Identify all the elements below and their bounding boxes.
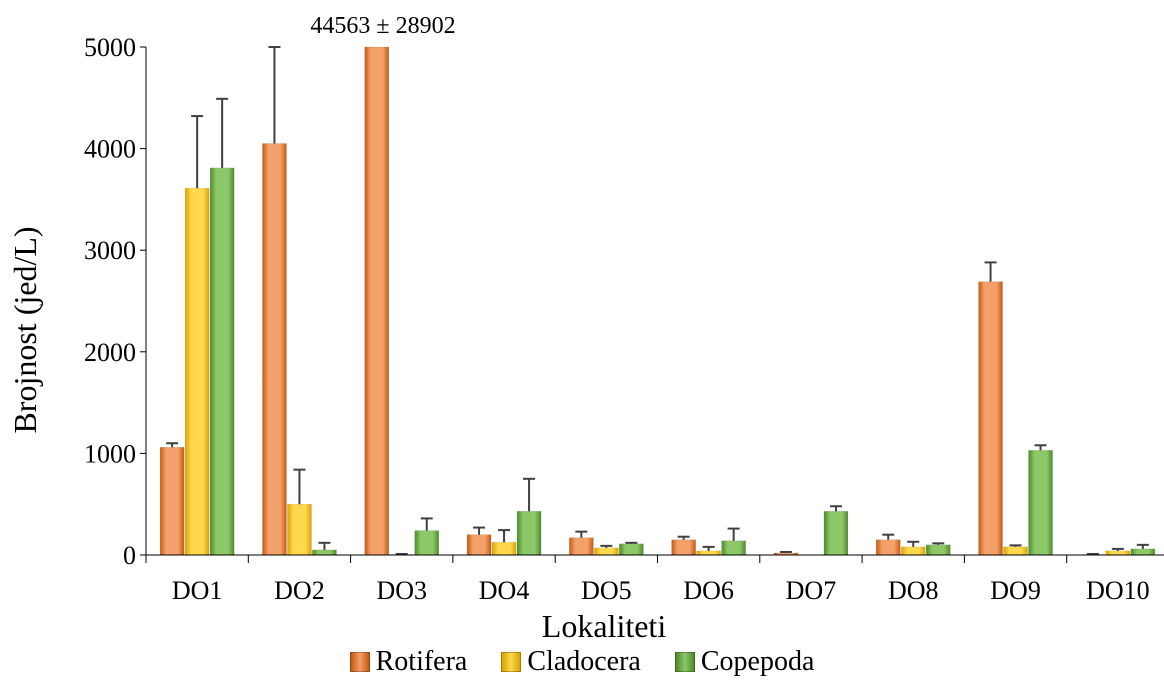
bar-copepoda-do5 bbox=[619, 543, 644, 556]
x-axis-title: Lokaliteti bbox=[542, 608, 667, 644]
x-tick-label: DO5 bbox=[581, 576, 632, 605]
y-tick-label: 4000 bbox=[84, 135, 136, 164]
bar-cladocera-do10 bbox=[1105, 550, 1131, 556]
bar-cladocera-do6 bbox=[696, 550, 721, 556]
bar-rotifera-do5 bbox=[569, 537, 594, 556]
legend-item-rotifera: Rotifera bbox=[349, 646, 468, 678]
legend-item-copepoda: Copepoda bbox=[674, 646, 815, 678]
bar-copepoda-do2 bbox=[312, 549, 337, 556]
x-tick-label: DO1 bbox=[172, 576, 223, 605]
bar-cladocera-do8 bbox=[901, 546, 926, 556]
x-tick-label: DO9 bbox=[990, 576, 1041, 605]
x-tick-label: DO8 bbox=[888, 576, 939, 605]
legend-swatch-cladocera bbox=[501, 652, 522, 672]
legend-swatch-rotifera bbox=[349, 652, 370, 672]
x-tick-label: DO3 bbox=[376, 576, 427, 605]
bar-rotifera-do1 bbox=[159, 447, 185, 556]
bar-cladocera-do4 bbox=[491, 542, 517, 556]
bar-copepoda-do7 bbox=[823, 511, 849, 556]
bar-rotifera-do8 bbox=[876, 539, 901, 556]
legend-swatch-copepoda bbox=[674, 652, 695, 672]
x-tick-label: DO6 bbox=[683, 576, 734, 605]
y-tick-label: 5000 bbox=[84, 33, 136, 62]
bar-rotifera-do6 bbox=[671, 539, 696, 556]
legend: Rotifera Cladocera Copepoda bbox=[0, 644, 1164, 680]
y-tick-label: 1000 bbox=[84, 439, 136, 468]
bar-copepoda-do10 bbox=[1130, 548, 1156, 556]
bar-cladocera-do5 bbox=[594, 547, 619, 556]
x-tick-label: DO7 bbox=[786, 576, 837, 605]
bar-copepoda-do9 bbox=[1028, 450, 1053, 556]
legend-label-rotifera: Rotifera bbox=[375, 646, 468, 677]
bar-rotifera-do2 bbox=[262, 143, 287, 556]
bar-rotifera-do9 bbox=[978, 281, 1003, 556]
bar-rotifera-do3 bbox=[364, 46, 389, 556]
x-tick-label: DO4 bbox=[479, 576, 530, 605]
legend-label-copepoda: Copepoda bbox=[700, 646, 815, 677]
annotation-label: 44563 ± 28902 bbox=[310, 13, 455, 39]
bar-copepoda-do4 bbox=[516, 511, 542, 556]
bar-cladocera-do9 bbox=[1003, 546, 1028, 556]
y-tick-label: 2000 bbox=[84, 338, 136, 367]
legend-label-cladocera: Cladocera bbox=[527, 646, 641, 677]
bar-copepoda-do3 bbox=[414, 530, 439, 556]
bar-copepoda-do8 bbox=[926, 544, 951, 556]
bar-chart: 0 1000 2000 3000 4000 5000 DO1 DO2 DO3 DO4 DO5 DO6 D… bbox=[7, 13, 1164, 644]
y-axis-title: Brojnost (jed/L) bbox=[7, 226, 43, 433]
x-tick-label: DO2 bbox=[274, 576, 325, 605]
bar-copepoda-do1 bbox=[209, 167, 235, 556]
legend-item-cladocera: Cladocera bbox=[501, 646, 641, 678]
bar-cladocera-do2 bbox=[287, 503, 312, 556]
bar-copepoda-do6 bbox=[721, 540, 746, 556]
y-tick-label: 0 bbox=[123, 541, 136, 570]
x-tick-label: DO10 bbox=[1086, 576, 1150, 605]
y-tick-label: 3000 bbox=[84, 236, 136, 265]
bar-rotifera-do4 bbox=[466, 534, 492, 556]
bar-cladocera-do1 bbox=[184, 187, 210, 556]
